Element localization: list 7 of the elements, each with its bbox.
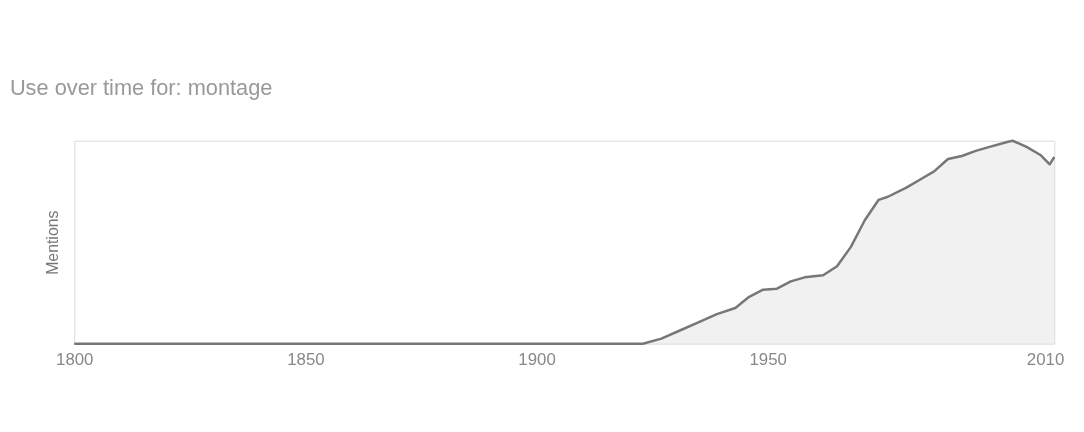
x-tick-label: 1950	[749, 349, 787, 369]
chart-title: Use over time for: montage	[9, 74, 273, 100]
x-tick-label: 2010	[1026, 349, 1065, 369]
y-axis-title: Mentions	[43, 210, 61, 275]
x-tick-label: 1900	[518, 349, 556, 369]
x-tick-label: 1850	[287, 349, 325, 369]
x-tick-label: 1800	[56, 349, 94, 369]
